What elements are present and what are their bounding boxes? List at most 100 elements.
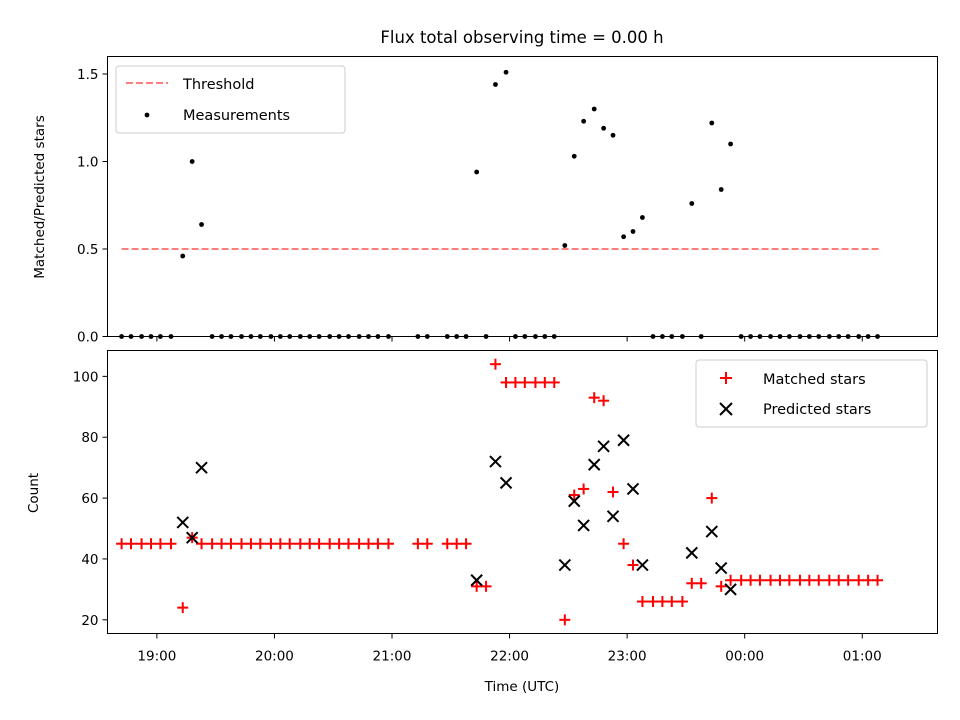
predicted-star-point [636,558,649,572]
matched-star-point [333,538,345,550]
matched-star-point [607,486,619,498]
measurement-points [119,69,880,339]
matched-star-point [509,376,521,388]
matched-star-point [313,538,325,550]
matched-star-point [116,538,128,550]
matched-star-point [568,489,580,501]
matched-star-point [421,538,433,550]
predicted-star-point [626,482,640,496]
legend-predicted-swatch [719,402,733,416]
matched-star-point [362,538,374,550]
matched-star-point [686,577,698,589]
matched-star-point [754,574,766,586]
matched-star-point [372,538,384,550]
matched-star-point [833,574,845,586]
predicted-star-point [685,546,698,560]
measurement-point [728,141,733,147]
measurement-point [571,153,577,159]
legend-measurements-swatch [144,112,150,118]
y-tick-label: 40 [81,552,98,568]
matched-star-point [196,538,208,550]
y-tick-label: 1.5 [77,67,98,83]
matched-star-point [676,596,688,608]
measurement-point [474,169,480,175]
matched-star-point [813,574,825,586]
predicted-star-point [489,455,502,468]
y-tick-label: 0.0 [77,330,98,346]
predicted-star-point [597,440,610,453]
measurement-point [709,120,715,126]
matched-star-point [794,574,806,586]
predicted-star-point [724,583,737,596]
matched-star-point [598,395,610,407]
predicted-star-point [588,458,601,471]
matched-star-point [842,574,854,586]
matched-star-point [236,538,248,550]
count-plot-frame [107,350,938,634]
predicted-star-point [499,476,513,490]
y-tick-label: 20 [81,613,98,629]
matched-star-point [519,376,531,388]
matched-star-point [265,538,277,550]
matched-star-point [862,574,874,586]
matched-star-point [765,574,777,586]
matched-star-point [539,376,551,388]
matched-star-point [294,538,306,550]
matched-star-point [500,376,512,388]
predicted-star-point [558,558,572,572]
x-tick-label: 00:00 [725,649,764,665]
matched-star-point [872,574,884,586]
predicted-star-point [705,525,718,538]
chart-title: Flux total observing time = 0.00 h [380,28,663,47]
x-tick-label: 20:00 [255,649,294,665]
matched-star-point [666,596,678,608]
matched-star-point [225,538,237,550]
measurement-point [621,234,627,240]
predicted-star-point [714,561,728,575]
matched-star-point [125,538,137,550]
matched-star-point [165,538,177,550]
matched-star-point [382,538,394,550]
measurement-point [601,125,607,131]
matched-star-point [735,574,747,586]
matched-star-point [471,580,483,592]
predicted-star-point [195,461,208,474]
matched-star-point [145,538,157,550]
x-tick-label: 21:00 [373,649,412,665]
measurement-point [630,229,636,234]
matched-star-point [578,483,590,495]
predicted-star-point [176,516,189,529]
legend-predicted-label: Predicted stars [763,402,871,418]
predicted-star-point [577,519,590,532]
matched-star-point [774,574,786,586]
x-axis-label-time: Time (UTC) [484,679,560,695]
legend-measurements-label: Measurements [183,108,290,124]
matched-star-point [154,538,166,550]
measurement-point [640,215,645,220]
matched-star-point [480,580,492,592]
ratio-subplot: Flux total observing time = 0.00 h Match… [32,28,938,346]
matched-star-point [803,574,815,586]
matched-star-point [706,492,718,504]
matched-star-point [588,392,600,404]
matched-star-point [745,574,757,586]
y-tick-label: 0.5 [77,242,98,258]
matched-star-point [353,538,365,550]
measurement-point [591,106,597,112]
matched-star-point [284,538,296,550]
matched-star-point [618,538,630,550]
predicted-star-point [470,574,483,587]
matched-star-point [559,614,571,626]
matched-star-point [489,358,501,370]
measurement-point [610,132,616,138]
matched-star-point [695,577,707,589]
matched-star-point [304,538,316,550]
ratio-plot-frame [107,56,938,337]
measurement-point [199,222,204,227]
matched-star-point [823,574,835,586]
ratio-legend: Threshold Measurements [115,65,346,134]
matched-star-point [177,602,189,614]
legend-matched-swatch [720,372,732,384]
matched-star-point [206,538,218,550]
